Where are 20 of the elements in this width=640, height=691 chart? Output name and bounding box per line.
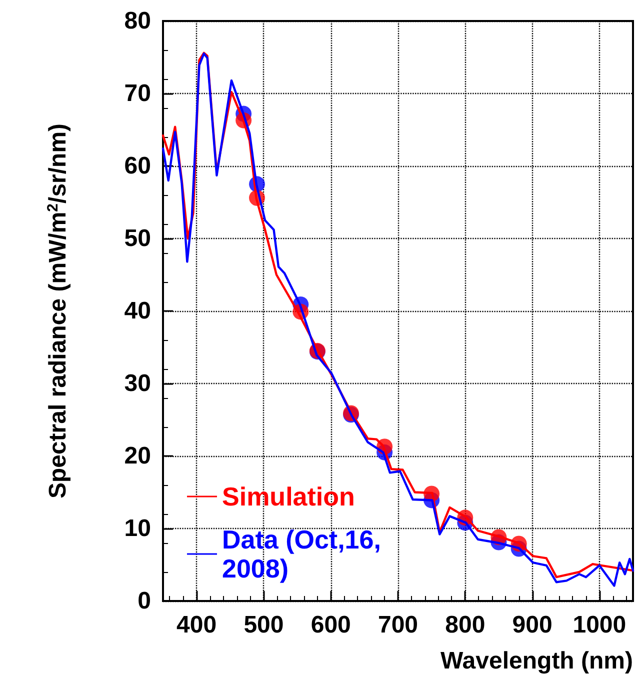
y-axis-title: Spectral radiance (mW/m2/sr/nm) [44, 123, 72, 499]
x-tick-label: 800 [445, 612, 486, 638]
x-tick-label: 700 [378, 612, 418, 638]
y-tick-label: 20 [124, 442, 151, 470]
x-tick-label: 900 [512, 612, 552, 638]
x-tick-label: 1000 [572, 612, 626, 638]
y-tick-label: 40 [124, 298, 151, 324]
x-axis-title: Wavelength (nm) [440, 648, 633, 674]
x-tick-label: 400 [176, 612, 217, 638]
legend-label: Data (Oct,16,2008) [222, 524, 381, 584]
y-tick-label: 50 [124, 225, 151, 252]
y-tick-label: 10 [124, 515, 151, 542]
y-tick-label: 80 [124, 8, 151, 34]
x-tick-label: 500 [244, 612, 284, 638]
y-tick-label: 30 [124, 370, 151, 397]
x-tick-label: 600 [310, 612, 351, 638]
legend-label: Simulation [222, 482, 355, 512]
y-tick-label: 60 [124, 152, 151, 180]
y-tick-label: 70 [124, 80, 151, 107]
y-tick-label: 0 [138, 588, 151, 614]
